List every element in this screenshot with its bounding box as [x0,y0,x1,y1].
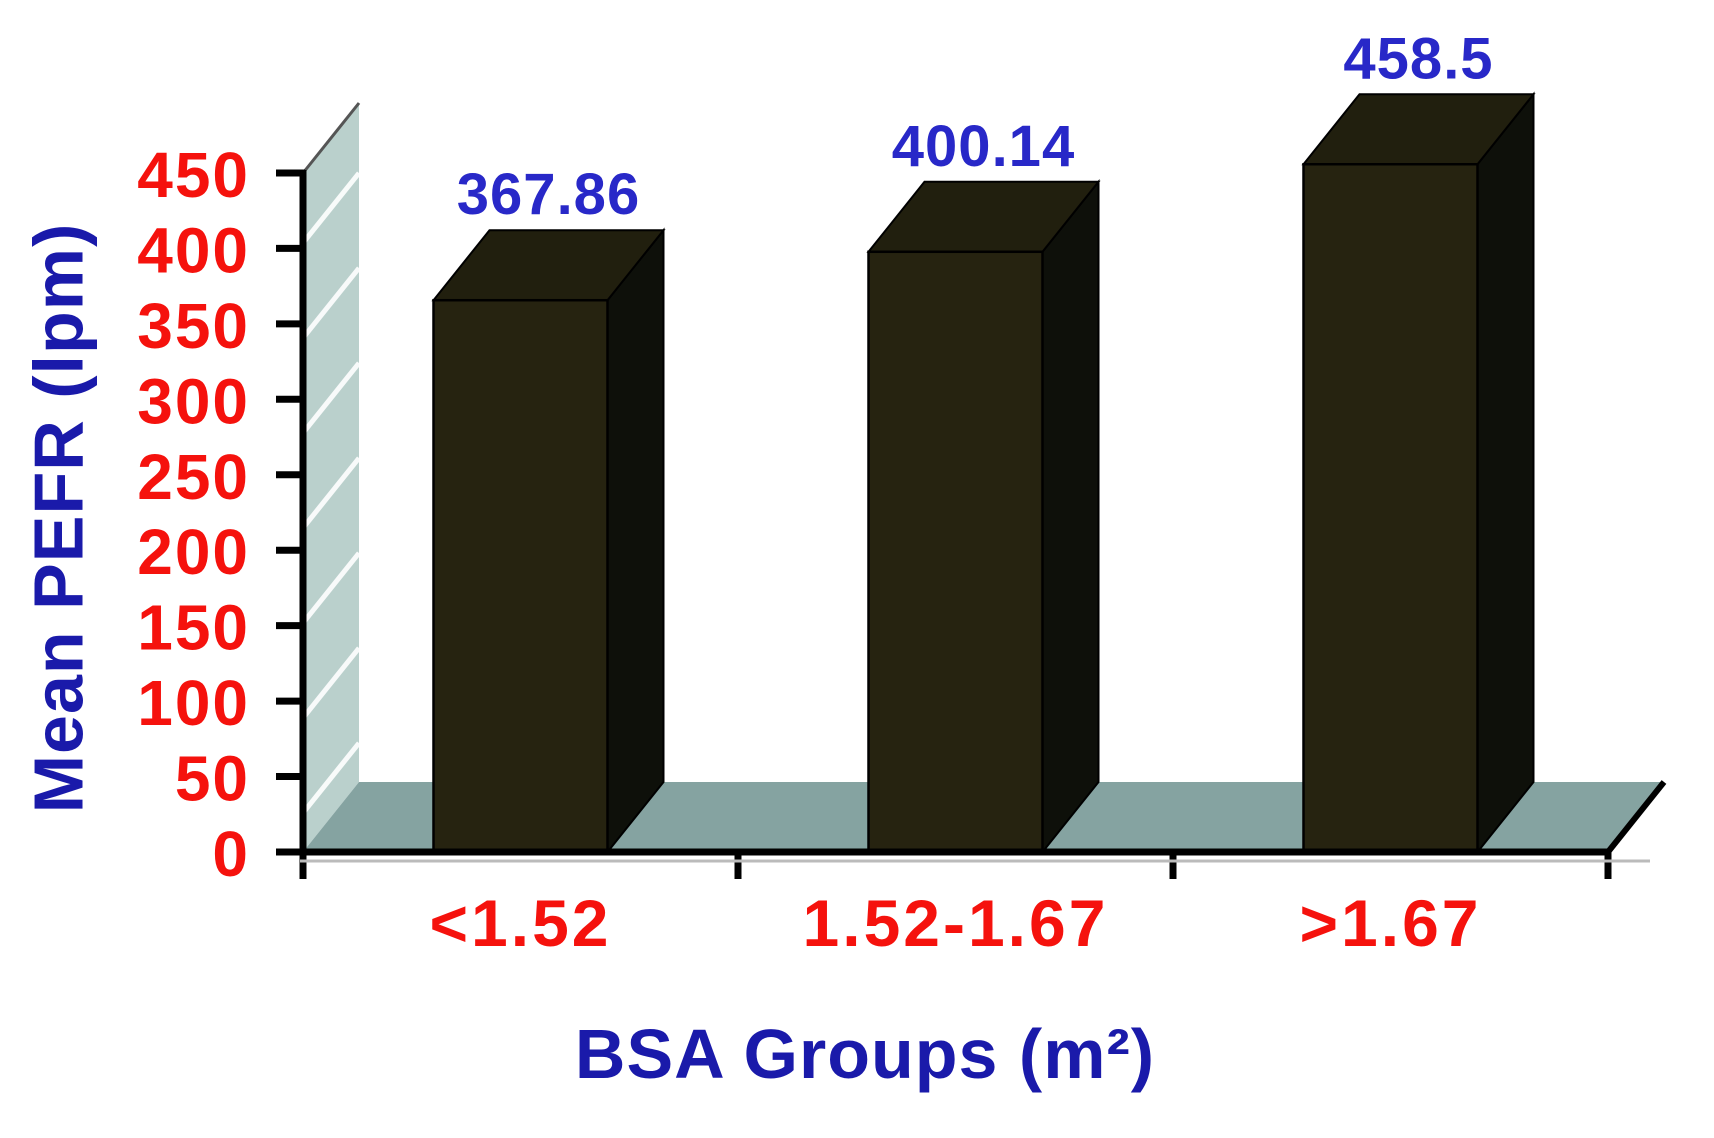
bar-side-face [1476,91,1535,855]
y-tick-label: 150 [137,592,250,664]
y-tick-label: 50 [175,743,250,815]
wall-stripe [303,361,359,435]
chart-3d-side-wall [303,103,359,852]
wall-top-edge [301,102,361,174]
x-axis-title: BSA Groups (m²) [575,1015,1155,1093]
bar-front-face [867,250,1044,854]
wall-stripe [303,266,359,340]
y-tick-label: 350 [137,290,250,362]
y-tick-label: 250 [137,441,250,513]
y-tick-label: 0 [212,818,250,890]
y-tick-label: 100 [137,667,250,739]
wall-stripe [303,456,359,530]
floor-right-edge [1605,780,1667,854]
bar-series [431,91,1536,855]
wall-stripe [303,171,359,245]
y-tick-label: 400 [137,214,250,286]
bar-value-label: 458.5 [1343,26,1493,91]
y-tick-label: 200 [137,516,250,588]
x-category-labels: <1.52 1.52-1.67 >1.67 [430,886,1482,960]
x-category-label: <1.52 [430,886,612,960]
wall-stripe [303,741,359,815]
wall-stripe [303,551,359,625]
y-tick-label: 300 [137,365,250,437]
bar-value-labels: 367.86 400.14 458.5 [457,26,1493,227]
bar-front-face [432,298,609,854]
bar-value-label: 367.86 [457,162,640,227]
x-category-label: 1.52-1.67 [803,886,1109,960]
bar-front-face [1302,163,1479,854]
y-tick-label: 450 [137,139,250,211]
wall-hatch-stripes [303,171,359,852]
bar-value-label: 400.14 [892,114,1075,179]
bar-side-face [606,227,665,855]
bar-side-face [1041,178,1100,855]
wall-stripe [303,646,359,720]
x-category-label: >1.67 [1300,886,1482,960]
y-axis-title: Mean PEFR (lpm) [19,223,97,814]
